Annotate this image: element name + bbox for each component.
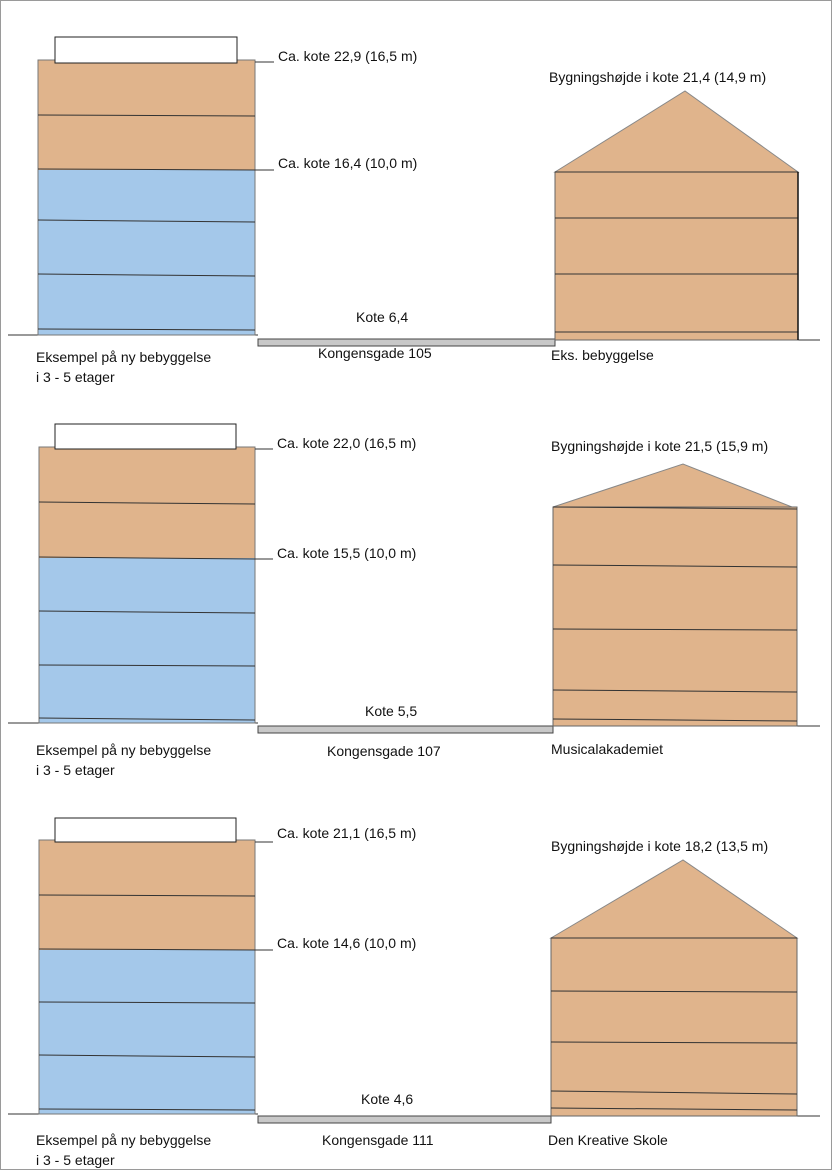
roof-setback: [54, 817, 237, 843]
floor-line: [38, 556, 256, 560]
road: [257, 338, 556, 347]
section-2: Ca. kote 22,0 (16,5 m) Ca. kote 15,5 (10…: [8, 423, 820, 778]
new-building-mid-label: Ca. kote 16,4 (10,0 m): [278, 155, 417, 171]
existing-caption: Den Kreative Skole: [548, 1132, 668, 1148]
new-building-top-label: Ca. kote 22,0 (16,5 m): [277, 435, 416, 451]
road: [257, 725, 554, 734]
street-label: Kongensgade 107: [327, 743, 441, 759]
floor-line: [38, 1108, 256, 1111]
floor-line: [552, 564, 798, 568]
building-body: [550, 937, 798, 1117]
floor-line: [37, 219, 256, 223]
new-building-mid-label: Ca. kote 14,6 (10,0 m): [277, 935, 416, 951]
lower-floors: [39, 558, 255, 723]
gable-roof: [549, 859, 799, 939]
floor-line: [38, 894, 256, 897]
new-building-caption-line2: i 3 - 5 etager: [36, 762, 115, 778]
existing-building: [553, 90, 800, 341]
existing-height-label: Bygningshøjde i kote 21,4 (14,9 m): [549, 69, 766, 85]
floor-line: [550, 990, 798, 993]
floor-line: [38, 501, 256, 505]
floor-line: [550, 1041, 798, 1044]
section-1: Ca. kote 22,9 (16,5 m) Ca. kote 16,4 (10…: [8, 36, 820, 385]
floor-line: [552, 506, 798, 510]
floor-line: [38, 948, 256, 951]
new-building-caption-line2: i 3 - 5 etager: [36, 1152, 115, 1168]
floor-line: [550, 1090, 798, 1095]
roof-setback: [54, 423, 237, 450]
new-building-caption: Eksempel på ny bebyggelse: [36, 1132, 211, 1148]
building-body: [552, 506, 798, 727]
ground-kote-label: Kote 4,6: [361, 1091, 413, 1107]
existing-building: [552, 463, 798, 727]
lower-floors: [38, 170, 255, 335]
new-building-caption-line2: i 3 - 5 etager: [36, 369, 115, 385]
new-building: [38, 817, 273, 1115]
floor-line: [550, 1107, 798, 1111]
floor-line: [38, 717, 256, 721]
floor-line: [37, 328, 256, 331]
lower-floors: [39, 950, 255, 1114]
road: [257, 1115, 552, 1124]
ground-kote-label: Kote 6,4: [356, 309, 408, 325]
floor-line: [38, 1001, 256, 1004]
floor-line: [552, 689, 798, 693]
new-building: [38, 423, 273, 724]
floor-line: [38, 664, 256, 667]
building-body: [554, 171, 799, 341]
roof-setback: [54, 36, 238, 64]
existing-building: [549, 859, 799, 1117]
new-building-top-label: Ca. kote 21,1 (16,5 m): [277, 825, 416, 841]
floor-line: [38, 610, 256, 614]
floor-line: [38, 1054, 256, 1058]
floor-line: [37, 114, 256, 117]
new-building-top-label: Ca. kote 22,9 (16,5 m): [278, 48, 417, 64]
gable-roof: [552, 463, 798, 510]
existing-height-label: Bygningshøjde i kote 18,2 (13,5 m): [551, 838, 768, 854]
existing-caption: Musicalakademiet: [551, 741, 663, 757]
floor-line: [37, 273, 256, 277]
street-label: Kongensgade 111: [322, 1132, 434, 1148]
street-label: Kongensgade 105: [318, 345, 432, 361]
new-building-caption: Eksempel på ny bebyggelse: [36, 742, 211, 758]
new-building-caption: Eksempel på ny bebyggelse: [36, 349, 211, 365]
floor-line: [37, 168, 256, 171]
ground-kote-label: Kote 5,5: [365, 703, 417, 719]
floor-line: [552, 628, 798, 631]
existing-height-label: Bygningshøjde i kote 21,5 (15,9 m): [551, 438, 768, 454]
new-building-mid-label: Ca. kote 15,5 (10,0 m): [277, 545, 416, 561]
floor-line: [552, 718, 798, 722]
new-building: [37, 36, 274, 336]
existing-caption: Eks. bebyggelse: [551, 347, 654, 363]
gable-roof: [553, 90, 800, 173]
section-3: Ca. kote 21,1 (16,5 m) Ca. kote 14,6 (10…: [8, 817, 820, 1168]
